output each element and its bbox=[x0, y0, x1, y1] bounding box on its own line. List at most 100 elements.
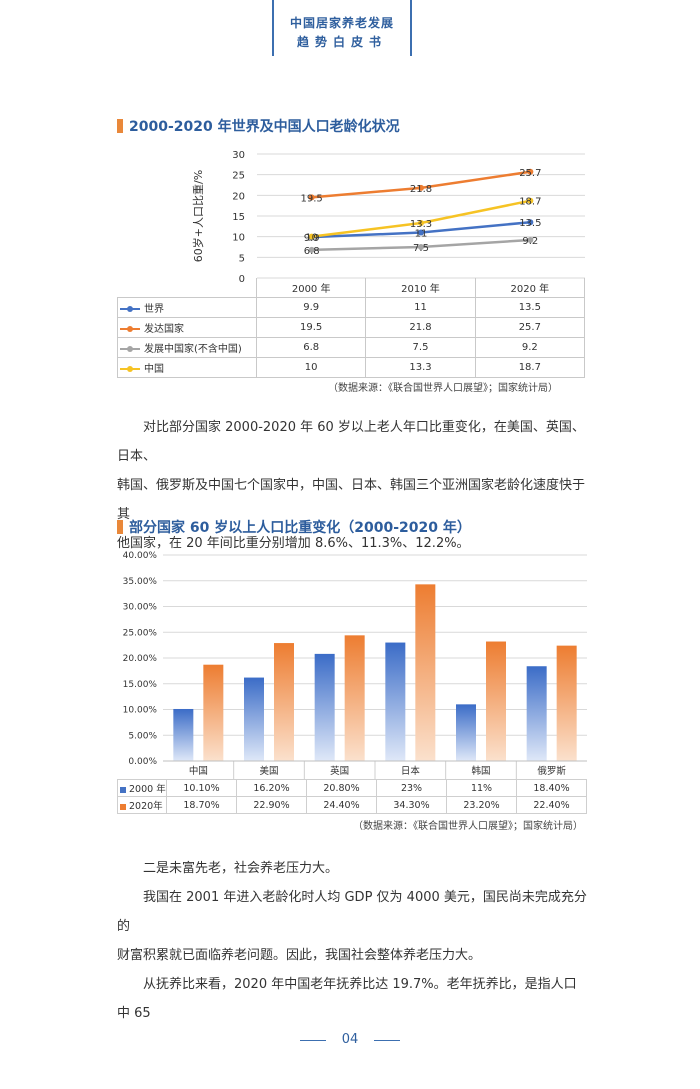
data-label: 11 bbox=[415, 229, 428, 240]
data-label: 19.5 bbox=[301, 193, 323, 204]
bar bbox=[173, 708, 194, 761]
series-name: 中国 bbox=[144, 364, 164, 375]
series-name: 发达国家 bbox=[144, 324, 184, 335]
legend-line-icon bbox=[120, 326, 140, 332]
data-point bbox=[527, 236, 534, 243]
table-cell: 20.80% bbox=[306, 779, 377, 797]
y-tick-label: 10.00% bbox=[123, 706, 158, 716]
bar bbox=[456, 704, 476, 761]
section2-title: 部分国家 60 岁以上人口比重变化（2000-2020 年） bbox=[129, 520, 471, 536]
category-label: 日本 bbox=[401, 765, 421, 777]
table-cell: 18.7 bbox=[474, 357, 586, 378]
bar bbox=[556, 645, 577, 761]
chart1-data-table: 2000 年 2010 年 2020 年 世界 9.9 11 13.5 发达国家… bbox=[117, 278, 586, 378]
header-left-line bbox=[272, 0, 274, 56]
paragraph-line: 二是未富先老，社会养老压力大。 bbox=[143, 861, 339, 876]
section-marker-icon bbox=[117, 119, 123, 133]
data-label: 9.2 bbox=[522, 236, 538, 247]
paragraph2: 二是未富先老，社会养老压力大。 我国在 2001 年进入老龄化时人均 GDP 仅… bbox=[117, 854, 587, 1028]
table-cell: 19.5 bbox=[255, 317, 367, 338]
y-tick-label: 20 bbox=[232, 191, 245, 202]
y-tick-label: 30.00% bbox=[123, 603, 158, 613]
y-tick-label: 35.00% bbox=[123, 577, 158, 587]
data-label: 18.7 bbox=[519, 197, 541, 208]
table-cell: 16.20% bbox=[236, 779, 307, 797]
table-row: 2020年 18.70% 22.90% 24.40% 34.30% 23.20%… bbox=[117, 796, 587, 814]
header-right-line bbox=[410, 0, 412, 56]
bar bbox=[526, 666, 547, 761]
y-tick-label: 20.00% bbox=[123, 654, 158, 664]
bar bbox=[415, 584, 436, 761]
legend-line-icon bbox=[120, 366, 140, 372]
data-label: 21.8 bbox=[410, 184, 432, 195]
y-tick-label: 30 bbox=[232, 150, 245, 161]
category-label: 韩国 bbox=[471, 765, 490, 777]
table-cell: 7.5 bbox=[365, 337, 476, 358]
data-label: 7.5 bbox=[413, 243, 429, 254]
table-cell: 22.90% bbox=[236, 796, 307, 814]
series-name: 2000 年 bbox=[129, 784, 166, 795]
data-point bbox=[308, 194, 315, 201]
table-cell: 10 bbox=[255, 357, 367, 378]
page-number: 04 bbox=[341, 1032, 359, 1047]
table-cell: 6.8 bbox=[255, 337, 367, 358]
table-cell: 18.70% bbox=[166, 796, 237, 814]
data-label: 13.5 bbox=[519, 218, 541, 229]
paragraph-line: 对比部分国家 2000-2020 年 60 岁以上老人年口比重变化，在美国、英国… bbox=[117, 420, 585, 464]
bar bbox=[274, 643, 294, 761]
table-cell: 13.3 bbox=[365, 357, 476, 378]
table-cell: 21.8 bbox=[365, 317, 476, 338]
header-title-line2: 趋势白皮书 bbox=[296, 35, 387, 49]
table-cell: 23% bbox=[376, 779, 447, 797]
table-cell: 34.30% bbox=[376, 796, 447, 814]
data-point bbox=[418, 229, 424, 236]
table-row: 发展中国家(不含中国) 6.8 7.5 9.2 bbox=[117, 337, 586, 358]
data-label: 13.3 bbox=[410, 219, 432, 230]
legend-line-icon bbox=[120, 346, 140, 352]
data-point bbox=[308, 233, 315, 240]
data-point bbox=[308, 246, 315, 253]
y-tick-label: 40.00% bbox=[123, 551, 158, 561]
category-label: 英国 bbox=[330, 765, 349, 777]
series-name: 发展中国家(不含中国) bbox=[144, 344, 242, 355]
table-cell: 9.2 bbox=[474, 337, 586, 358]
section1-title: 2000-2020 年世界及中国人口老龄化状况 bbox=[129, 119, 400, 135]
data-point bbox=[527, 168, 534, 175]
data-label: 25.7 bbox=[519, 168, 541, 179]
bar bbox=[244, 677, 264, 761]
bar bbox=[344, 635, 365, 761]
data-label: 6.8 bbox=[304, 246, 320, 257]
bar-chart: 0.00% 5.00% 10.00% 15.00% 20.00% 25.00% 30.00%… bbox=[123, 551, 587, 779]
footer-right-line bbox=[374, 1040, 400, 1041]
category-label: 俄罗斯 bbox=[537, 765, 566, 777]
table-cell: 24.40% bbox=[306, 796, 377, 814]
header-title-line1: 中国居家养老发展 bbox=[289, 16, 394, 30]
legend-square-icon bbox=[120, 786, 126, 793]
bar bbox=[314, 653, 335, 761]
y-tick-label: 10 bbox=[232, 233, 245, 244]
y-tick-label: 5.00% bbox=[128, 731, 157, 741]
section1-heading: 2000-2020 年世界及中国人口老龄化状况 bbox=[117, 116, 400, 136]
table-cell: 10.10% bbox=[166, 779, 237, 797]
series-name: 世界 bbox=[144, 304, 164, 315]
bar bbox=[203, 664, 224, 761]
bar bbox=[486, 641, 506, 761]
section2-heading: 部分国家 60 岁以上人口比重变化（2000-2020 年） bbox=[117, 517, 471, 537]
table-cell: 9.9 bbox=[255, 297, 367, 318]
data-label: 9.9 bbox=[304, 233, 320, 244]
section-marker-icon bbox=[117, 520, 123, 534]
footer-left-line bbox=[300, 1040, 326, 1041]
chart2-source-note: （数据来源：《联合国世界人口展望》；国家统计局） bbox=[353, 821, 583, 832]
chart1-source-note: （数据来源：《联合国世界人口展望》；国家统计局） bbox=[328, 383, 558, 394]
data-point bbox=[418, 184, 424, 191]
table-cell: 11 bbox=[365, 297, 476, 318]
data-point bbox=[527, 197, 534, 204]
paragraph-line: 财富积累就已面临养老问题。因此，我国社会整体养老压力大。 bbox=[117, 948, 482, 963]
table-cell: 13.5 bbox=[474, 297, 586, 318]
bar bbox=[385, 642, 406, 761]
y-axis-label: 60岁+人口比重/% bbox=[191, 170, 205, 262]
y-tick-label: 25 bbox=[232, 171, 245, 182]
legend-square-icon bbox=[120, 803, 126, 810]
y-tick-label: 25.00% bbox=[123, 628, 158, 638]
